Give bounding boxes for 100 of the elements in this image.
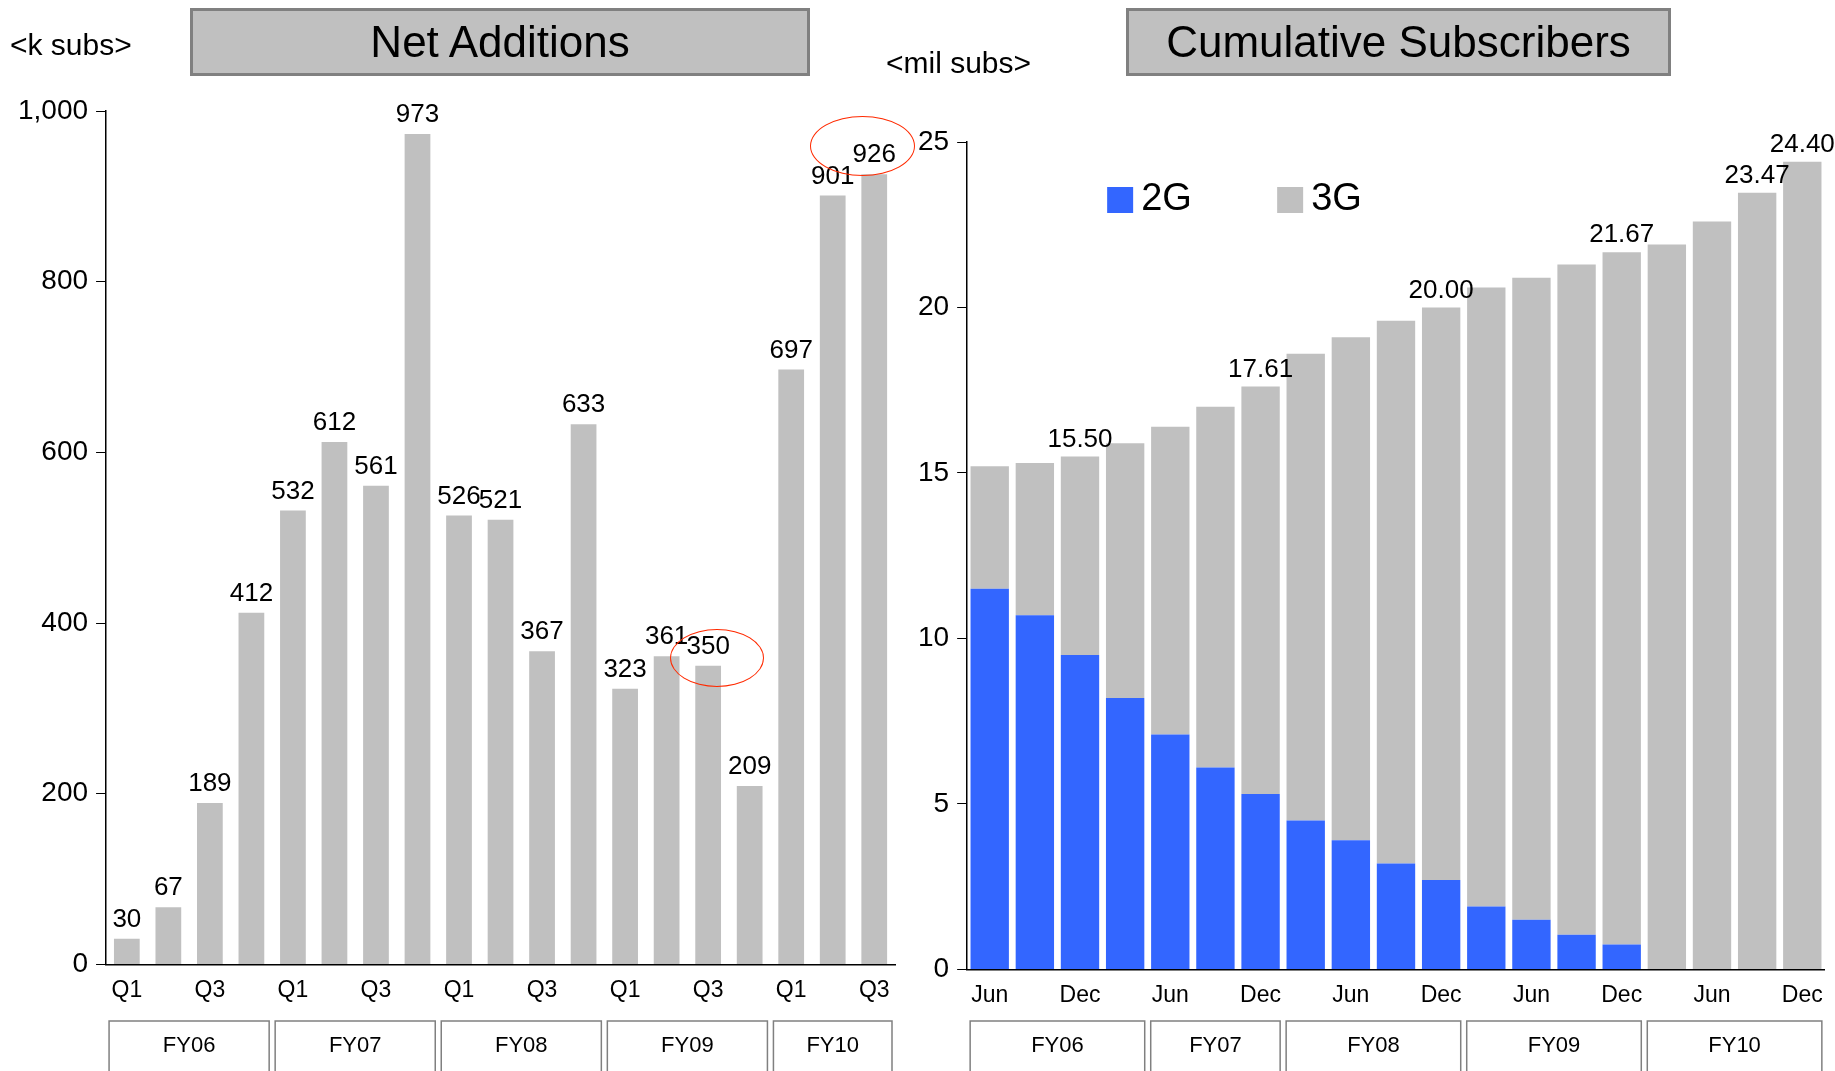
bar (280, 510, 306, 964)
bar (970, 588, 1009, 969)
bar (238, 612, 265, 964)
y-tick-label: 0 (72, 947, 89, 979)
data-label: 412 (229, 576, 274, 607)
bar (1512, 919, 1551, 969)
bar (1602, 944, 1641, 969)
bar (113, 938, 140, 964)
text: FY08 (1347, 1031, 1400, 1057)
x-tick-label: Q3 (194, 975, 226, 1002)
x-tick-label: Jun (1151, 980, 1189, 1007)
y-tick-label: 0 (933, 952, 950, 984)
x-tick-label: Jun (971, 980, 1009, 1007)
y-tick-label: 20 (917, 290, 950, 322)
bar (1512, 277, 1551, 920)
data-label: 350 (686, 629, 730, 660)
data-label: 189 (188, 767, 232, 798)
total-label: 20.00 (1408, 273, 1474, 304)
data-label: 633 (561, 388, 606, 419)
bar (197, 803, 223, 964)
y-tick-label: 15 (917, 455, 950, 487)
data-label: 30 (112, 902, 142, 933)
text: FY10 (1708, 1031, 1761, 1057)
bar (1557, 934, 1596, 969)
x-tick-label: Dec (1420, 980, 1462, 1007)
text: FY06 (162, 1031, 216, 1057)
bar (1151, 734, 1190, 969)
text: FY07 (328, 1031, 382, 1057)
data-label: 561 (354, 449, 398, 480)
data-label: 526 (437, 479, 481, 510)
bar (1196, 767, 1235, 969)
bar (736, 786, 763, 964)
bar (1015, 463, 1055, 616)
bar (1015, 615, 1055, 969)
y-tick-label: 600 (41, 435, 89, 467)
bar (612, 688, 638, 964)
bar (570, 424, 597, 964)
bar (1060, 654, 1100, 969)
bar (1467, 906, 1506, 969)
legend-label: 3G (1311, 176, 1362, 219)
y-tick-label: 400 (41, 605, 89, 637)
data-label: 926 (852, 138, 896, 169)
bar (404, 134, 431, 964)
x-tick-label: Dec (1240, 980, 1282, 1007)
x-tick-label: Dec (1601, 980, 1643, 1007)
text: FY08 (495, 1031, 548, 1057)
y-tick-label: 5 (933, 786, 950, 818)
x-tick-label: Q1 (111, 975, 143, 1002)
bar (1421, 880, 1461, 969)
bar (363, 485, 389, 964)
x-tick-label: Jun (1332, 980, 1370, 1007)
bar (1331, 337, 1371, 841)
bar (1376, 320, 1416, 864)
bar (819, 195, 846, 964)
chart-title: Cumulative Subscribers (1126, 8, 1671, 76)
bar (1105, 698, 1145, 969)
x-tick-label: Q1 (609, 975, 641, 1002)
total-label: 24.40 (1769, 128, 1835, 159)
data-label: 67 (153, 871, 183, 902)
data-label: 367 (520, 615, 564, 646)
bar (1241, 793, 1280, 969)
bar (778, 369, 805, 964)
x-tick-label: Q1 (775, 975, 807, 1002)
bar (1602, 252, 1641, 945)
x-tick-label: Q3 (526, 975, 558, 1002)
y-tick-label: 200 (41, 776, 89, 808)
data-label: 323 (603, 652, 647, 683)
bar (321, 442, 348, 964)
data-label: 532 (271, 474, 315, 505)
bar (1692, 221, 1732, 969)
y-tick-label: 1,000 (17, 93, 89, 125)
text: FY09 (661, 1031, 714, 1057)
y-tick-label: 10 (917, 621, 950, 653)
chart-title: Net Additions (190, 8, 810, 76)
bar (653, 656, 680, 964)
y-tick-label: 800 (41, 264, 89, 296)
bar (1557, 264, 1596, 935)
text: FY07 (1189, 1031, 1242, 1057)
y-tick-label: 25 (917, 124, 950, 156)
total-label: 21.67 (1589, 218, 1655, 249)
total-label: 23.47 (1724, 158, 1790, 189)
x-tick-label: Dec (1059, 980, 1101, 1007)
bar (1060, 456, 1100, 655)
bar (1331, 840, 1371, 969)
text: FY10 (806, 1031, 860, 1057)
bar (1647, 244, 1687, 969)
bar (1151, 426, 1190, 735)
data-label: 209 (727, 750, 772, 781)
data-label: 612 (312, 406, 357, 437)
data-label: 973 (395, 98, 440, 129)
bar (1376, 863, 1416, 969)
total-label: 17.61 (1228, 352, 1294, 383)
y-axis-title: <k subs> (10, 28, 132, 62)
bar (1241, 386, 1280, 794)
bar (1737, 192, 1777, 969)
x-tick-label: Dec (1781, 980, 1823, 1007)
bar (970, 466, 1009, 589)
text: FY09 (1527, 1031, 1581, 1057)
y-axis-title: <mil subs> (886, 46, 1032, 80)
legend-label: 2G (1141, 176, 1192, 219)
